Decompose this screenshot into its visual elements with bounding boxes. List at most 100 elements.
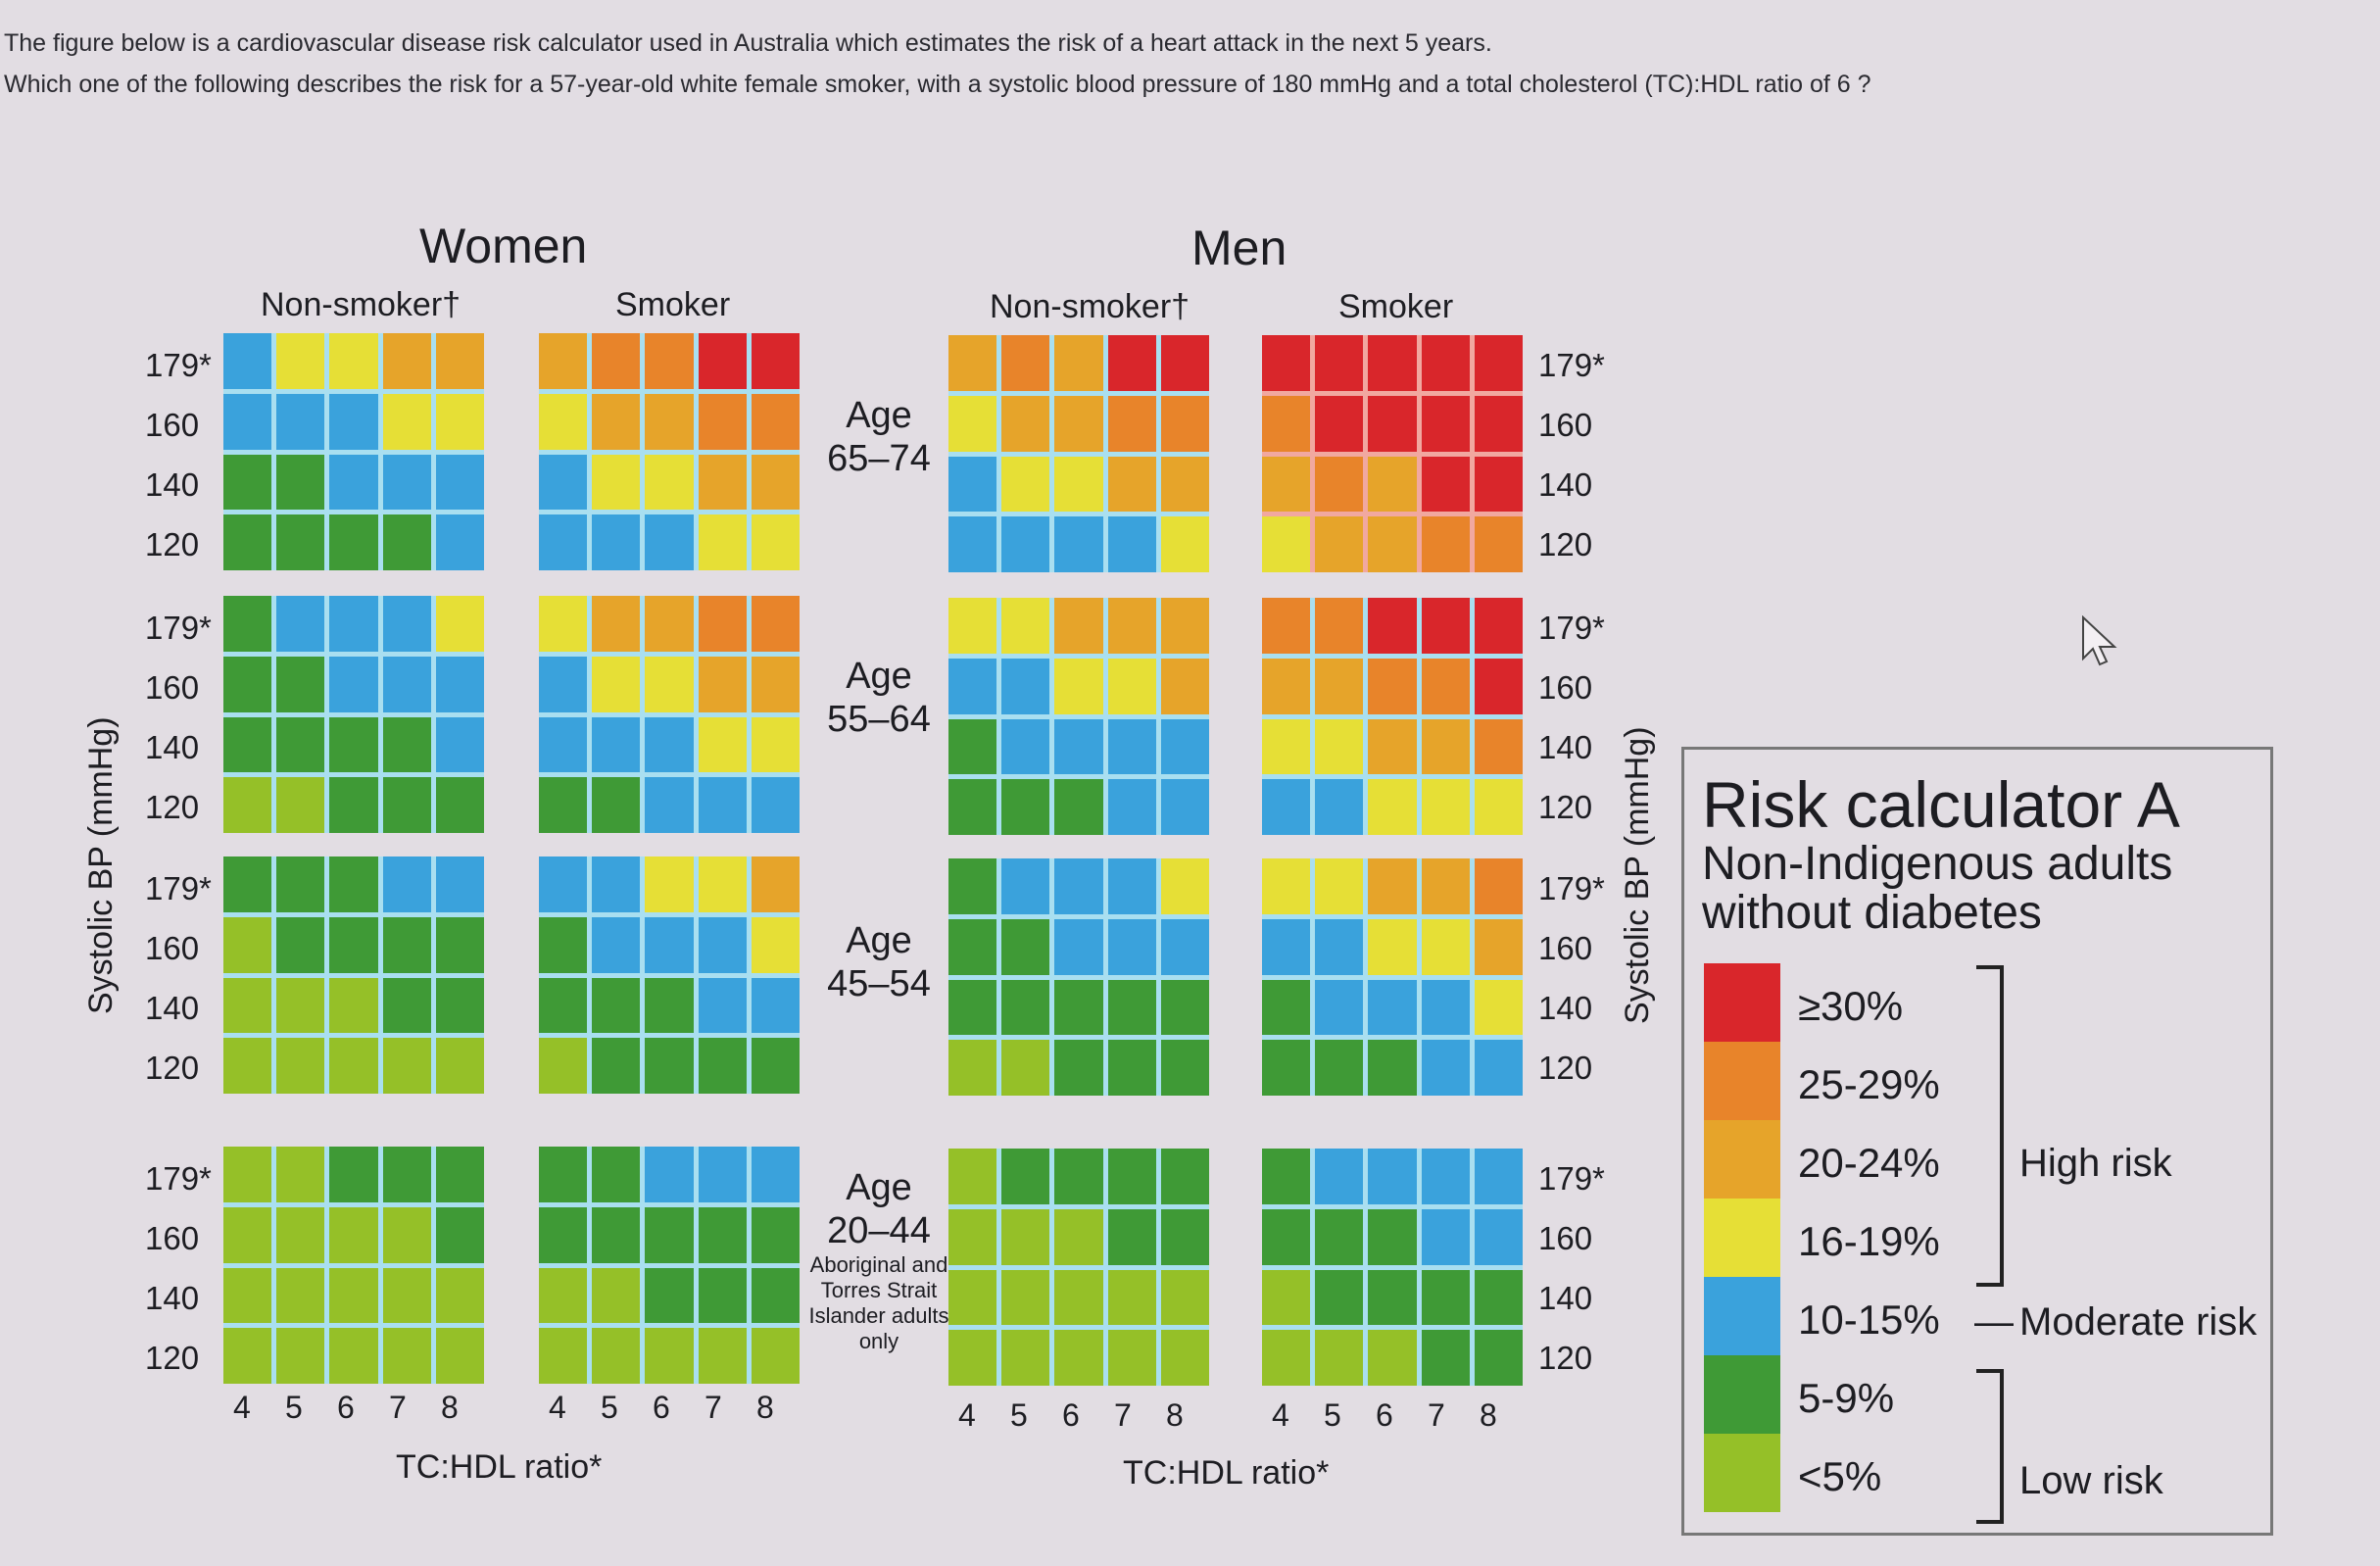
risk-cell: [223, 393, 272, 450]
risk-cell: [1160, 335, 1209, 391]
risk-cell: [1001, 858, 1050, 914]
risk-cell: [1160, 598, 1209, 654]
legend-swatch: [1704, 1277, 1780, 1355]
x-tick-label: 7: [389, 1390, 407, 1425]
x-tick-label: 8: [1480, 1397, 1497, 1433]
risk-cell: [645, 716, 694, 773]
risk-cell: [1262, 335, 1311, 391]
risk-cell: [751, 916, 800, 973]
risk-cell: [948, 1149, 997, 1204]
risk-cell: [592, 777, 641, 833]
x-tick-label: 4: [1272, 1397, 1289, 1433]
risk-cell: [1421, 1269, 1470, 1326]
risk-cell: [1315, 1330, 1364, 1386]
risk-cell: [1160, 395, 1209, 452]
risk-cell: [1262, 516, 1311, 572]
risk-cell: [276, 1038, 325, 1094]
risk-cell: [1368, 779, 1417, 835]
risk-cell: [1054, 516, 1103, 572]
risk-cell: [382, 514, 431, 570]
risk-cell: [645, 333, 694, 389]
risk-cell: [382, 777, 431, 833]
risk-cell: [1421, 779, 1470, 835]
risk-cell: [382, 333, 431, 389]
risk-cell: [276, 454, 325, 511]
risk-cell: [1107, 718, 1156, 775]
legend-swatch: [1704, 1355, 1780, 1434]
risk-cell: [698, 916, 747, 973]
risk-cell: [539, 916, 588, 973]
risk-cell: [751, 333, 800, 389]
risk-cell: [1160, 456, 1209, 513]
risk-cell: [645, 596, 694, 652]
x-tick-label: 4: [549, 1390, 566, 1425]
risk-cell: [1107, 658, 1156, 714]
risk-cell: [276, 1147, 325, 1202]
risk-cell: [1262, 1330, 1311, 1386]
risk-cell: [1001, 979, 1050, 1036]
risk-cell: [435, 333, 484, 389]
risk-cell: [1262, 1269, 1311, 1326]
risk-cell: [1474, 1040, 1523, 1096]
risk-cell: [948, 395, 997, 452]
risk-cell: [223, 716, 272, 773]
risk-cell: [1421, 395, 1470, 452]
y-tick-label: 179*: [1538, 870, 1605, 906]
x-tick-label: 5: [1010, 1397, 1028, 1433]
y-axis-title-left: Systolic BP (mmHg): [82, 716, 120, 1014]
y-tick-label: 120: [1538, 526, 1593, 563]
risk-cell: [329, 1038, 378, 1094]
risk-cell: [1054, 335, 1103, 391]
risk-cell: [1421, 979, 1470, 1036]
x-tick-label: 6: [1376, 1397, 1393, 1433]
question-line-2: Which one of the following describes the…: [4, 71, 1871, 98]
risk-cell: [1262, 718, 1311, 775]
risk-cell: [539, 1147, 588, 1202]
risk-cell: [645, 856, 694, 912]
risk-cell: [1107, 1208, 1156, 1265]
risk-cell: [1001, 1330, 1050, 1386]
risk-cell: [751, 393, 800, 450]
risk-cell: [1421, 658, 1470, 714]
risk-cell: [592, 1328, 641, 1384]
moderate-risk-label: Moderate risk: [2019, 1300, 2258, 1344]
risk-cell: [329, 393, 378, 450]
y-tick-label: 140: [1538, 466, 1593, 503]
risk-cell: [948, 516, 997, 572]
risk-cell: [1262, 456, 1311, 513]
x-tick-label: 8: [756, 1390, 774, 1425]
y-tick-label: 179*: [145, 1160, 212, 1197]
risk-cell: [1054, 718, 1103, 775]
risk-cell: [592, 656, 641, 712]
risk-cell: [539, 1328, 588, 1384]
women-smoker-grid-3: [539, 1147, 800, 1384]
risk-cell: [751, 596, 800, 652]
legend: Risk calculator A Non-Indigenous adults …: [1681, 747, 2273, 1536]
risk-cell: [276, 977, 325, 1034]
risk-cell: [329, 977, 378, 1034]
men-nonsmoker-grid-1: [948, 598, 1209, 835]
risk-cell: [1474, 1269, 1523, 1326]
risk-cell: [223, 1328, 272, 1384]
risk-cell: [223, 977, 272, 1034]
y-tick-label: 120: [1538, 789, 1593, 825]
risk-cell: [1262, 1149, 1311, 1204]
risk-cell: [1001, 1208, 1050, 1265]
risk-cell: [751, 514, 800, 570]
women-heading: Women: [419, 219, 588, 273]
risk-cell: [1107, 395, 1156, 452]
y-tick-label: 120: [145, 526, 200, 563]
risk-cell: [1107, 516, 1156, 572]
risk-cell: [1262, 395, 1311, 452]
legend-label: 25-29%: [1798, 1061, 1940, 1107]
risk-cell: [948, 456, 997, 513]
risk-cell: [329, 1267, 378, 1324]
mouse-cursor-icon: [2082, 615, 2117, 666]
risk-cell: [435, 454, 484, 511]
risk-cell: [698, 1038, 747, 1094]
risk-cell: [751, 716, 800, 773]
risk-cell: [223, 333, 272, 389]
risk-cell: [1315, 598, 1364, 654]
risk-cell: [751, 856, 800, 912]
risk-cell: [223, 656, 272, 712]
